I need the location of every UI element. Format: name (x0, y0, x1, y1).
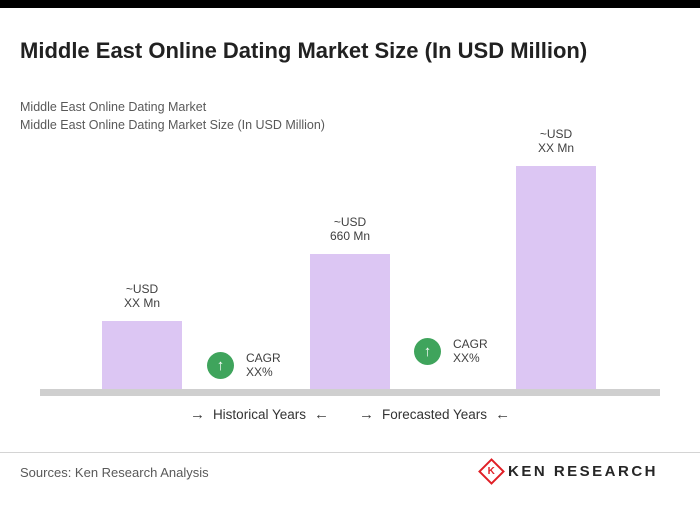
cagr-value: XX% (453, 351, 480, 365)
cagr-text: CAGR XX% (246, 351, 281, 379)
cagr-value: XX% (246, 365, 273, 379)
up-arrow-icon: ↑ (207, 351, 234, 379)
up-arrow-glyph: ↑ (423, 342, 432, 360)
subtitle-market-name: Middle East Online Dating Market (20, 100, 207, 114)
bar-group-historical: ~USD XX Mn (72, 282, 212, 389)
left-arrow-icon: ← (495, 406, 511, 423)
right-arrow-icon: → (358, 406, 374, 423)
bar-value-label: ~USD 660 Mn (330, 215, 370, 243)
bar-value-label: ~USD XX Mn (124, 282, 160, 310)
bar-label-line1: ~USD (125, 282, 159, 296)
bar-label-line2: XX Mn (537, 141, 574, 155)
page-title: Middle East Online Dating Market Size (I… (20, 37, 588, 63)
bar-forecast (516, 166, 596, 389)
cagr-label: CAGR (453, 337, 488, 351)
brand-mark-letter: K (487, 465, 496, 477)
cagr-label: CAGR (246, 351, 281, 365)
legend: → Historical Years ← → Forecasted Years … (0, 407, 700, 422)
sources-text: Sources: Ken Research Analysis (20, 465, 209, 480)
cagr-badge-historical: ↑ CAGR XX% (207, 351, 281, 379)
cagr-text: CAGR XX% (453, 337, 488, 365)
bar-label-line2: 660 Mn (329, 229, 371, 243)
bar-group-forecast: ~USD XX Mn (486, 127, 626, 389)
footer-divider (0, 452, 700, 453)
brand-logo: K KEN RESEARCH (478, 458, 658, 485)
top-black-bar (0, 0, 700, 8)
legend-item-forecasted: → Forecasted Years ← (359, 407, 510, 422)
legend-item-historical: → Historical Years ← (190, 407, 329, 422)
x-axis-baseline (40, 389, 660, 396)
legend-label: Historical Years (212, 407, 306, 422)
bar-label-line1: ~USD (333, 215, 367, 229)
bar-label-line1: ~USD (539, 127, 573, 141)
brand-mark-icon: K (478, 458, 505, 485)
bar-group-middle: ~USD 660 Mn (280, 215, 420, 389)
up-arrow-icon: ↑ (414, 337, 441, 365)
bar-middle (310, 254, 390, 389)
bar-value-label: ~USD XX Mn (538, 127, 574, 155)
cagr-badge-forecast: ↑ CAGR XX% (414, 337, 488, 365)
brand-text: KEN RESEARCH (507, 463, 658, 480)
subtitle-chart-name: Middle East Online Dating Market Size (I… (20, 118, 325, 132)
up-arrow-glyph: ↑ (216, 356, 225, 374)
bar-historical (102, 321, 182, 389)
left-arrow-icon: ← (313, 406, 329, 423)
legend-label: Forecasted Years (381, 407, 488, 422)
right-arrow-icon: → (189, 406, 205, 423)
bar-label-line2: XX Mn (123, 296, 160, 310)
